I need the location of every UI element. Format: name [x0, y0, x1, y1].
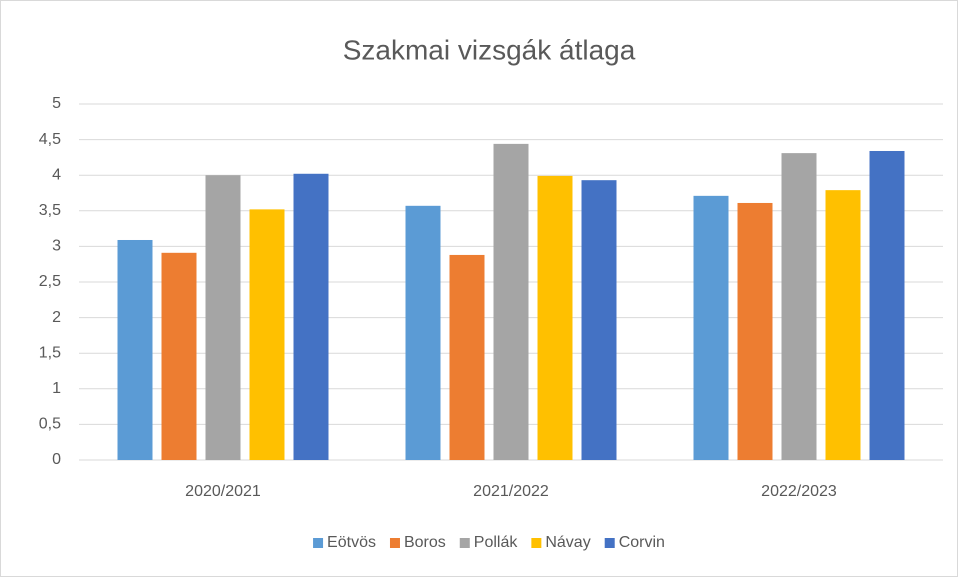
legend-label: Návay: [545, 534, 590, 551]
y-tick-label: 1: [52, 380, 61, 397]
y-tick-label: 1,5: [39, 344, 61, 361]
bar: [405, 205, 441, 460]
y-tick-label: 3: [52, 238, 61, 255]
bar: [249, 209, 285, 460]
bar: [117, 239, 153, 460]
legend-swatch: [313, 538, 324, 548]
legend-label: Eötvös: [327, 534, 376, 551]
y-tick-label: 0: [52, 451, 61, 468]
y-tick-label: 3,5: [39, 202, 61, 219]
legend-swatch: [604, 538, 615, 548]
legend-swatch: [531, 538, 542, 548]
legend-label: Pollák: [474, 534, 519, 551]
bar: [581, 180, 617, 460]
x-tick-label: 2020/2021: [185, 483, 261, 500]
y-tick-label: 2,5: [39, 273, 61, 290]
legend-swatch: [389, 538, 400, 548]
legend-label: Corvin: [619, 534, 665, 551]
bar: [493, 143, 529, 460]
y-tick-label: 4,5: [39, 131, 61, 148]
chart-title: Szakmai vizsgák átlaga: [343, 34, 636, 65]
bar: [825, 190, 861, 461]
x-tick-label: 2021/2022: [473, 483, 549, 500]
legend-label: Boros: [404, 534, 446, 551]
bar: [293, 173, 329, 460]
y-tick-label: 4: [52, 166, 61, 183]
bar: [449, 254, 485, 460]
bar: [205, 175, 241, 460]
bar: [781, 153, 817, 461]
bar: [693, 195, 729, 460]
bar: [737, 202, 773, 460]
y-tick-label: 2: [52, 309, 61, 326]
bar: [537, 175, 573, 461]
y-tick-label: 0,5: [39, 416, 61, 433]
bar: [161, 252, 197, 460]
bar: [869, 150, 905, 460]
x-tick-label: 2022/2023: [761, 483, 837, 500]
y-tick-label: 5: [52, 95, 61, 112]
legend-swatch: [459, 538, 470, 548]
